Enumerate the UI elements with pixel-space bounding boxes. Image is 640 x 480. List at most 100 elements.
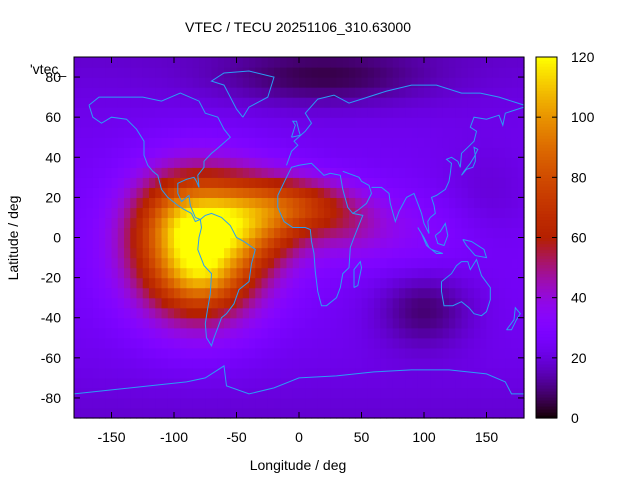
heatmap-cell xyxy=(111,237,119,249)
heatmap-cell xyxy=(386,57,394,68)
heatmap-cell xyxy=(267,387,275,399)
heatmap-cell xyxy=(436,297,444,309)
heatmap-cell xyxy=(342,407,350,419)
heatmap-cell xyxy=(317,347,325,359)
heatmap-cell xyxy=(480,87,488,98)
heatmap-cell xyxy=(442,77,450,88)
heatmap-cell xyxy=(517,397,525,409)
heatmap-cell xyxy=(236,387,244,399)
heatmap-cell xyxy=(174,237,181,249)
heatmap-cell xyxy=(261,197,269,209)
heatmap-cell xyxy=(130,387,138,399)
heatmap-cell xyxy=(380,287,388,299)
heatmap-cell xyxy=(80,377,88,389)
heatmap-cell xyxy=(292,197,300,209)
heatmap-cell xyxy=(274,317,281,329)
heatmap-cell xyxy=(461,147,469,158)
heatmap-cell xyxy=(142,287,150,299)
heatmap-cell xyxy=(86,337,94,349)
heatmap-cell xyxy=(111,337,119,349)
heatmap-cell xyxy=(311,277,319,289)
heatmap-cell xyxy=(99,107,106,118)
colorbar-segment xyxy=(536,216,557,221)
heatmap-cell xyxy=(461,347,469,359)
heatmap-cell xyxy=(236,287,244,299)
heatmap-cell xyxy=(386,217,394,229)
heatmap-cell xyxy=(442,347,450,359)
colorbar-segment xyxy=(536,81,557,85)
heatmap-cell xyxy=(124,257,131,269)
heatmap-cell xyxy=(274,247,281,259)
heatmap-cell xyxy=(142,127,150,138)
heatmap-cell xyxy=(386,127,394,138)
heatmap-cell xyxy=(299,237,306,249)
heatmap-cell xyxy=(299,137,306,148)
heatmap-cell xyxy=(349,327,356,339)
heatmap-cell xyxy=(249,177,256,188)
heatmap-cell xyxy=(211,227,219,239)
colorbar-segment xyxy=(536,75,557,79)
heatmap-cell xyxy=(136,307,144,319)
heatmap-cell xyxy=(424,137,431,148)
heatmap-cell xyxy=(505,217,513,229)
heatmap-cell xyxy=(255,237,263,249)
heatmap-cell xyxy=(367,267,375,279)
heatmap-cell xyxy=(236,117,244,128)
heatmap-cell xyxy=(286,127,294,138)
heatmap-cell xyxy=(99,67,106,78)
colorbar-segment xyxy=(536,135,557,139)
heatmap-cell xyxy=(105,377,113,389)
heatmap-cell xyxy=(299,97,306,108)
heatmap-cell xyxy=(155,177,163,188)
heatmap-cell xyxy=(336,267,344,279)
heatmap-cell xyxy=(392,137,400,148)
heatmap-cell xyxy=(442,107,450,118)
colorbar-segment xyxy=(536,210,557,215)
heatmap-cell xyxy=(255,357,263,369)
heatmap-cell xyxy=(455,337,463,349)
heatmap-cell xyxy=(249,217,256,229)
heatmap-cell xyxy=(80,277,88,289)
heatmap-cell xyxy=(299,397,306,409)
heatmap-cell xyxy=(430,157,438,168)
heatmap-cell xyxy=(136,107,144,118)
heatmap-cell xyxy=(149,267,156,279)
heatmap-cell xyxy=(249,337,256,349)
heatmap-cell xyxy=(286,237,294,249)
heatmap-cell xyxy=(192,207,200,219)
heatmap-cell xyxy=(199,367,206,379)
heatmap-cell xyxy=(374,307,381,319)
heatmap-cell xyxy=(355,187,363,198)
heatmap-cell xyxy=(217,397,225,409)
heatmap-cell xyxy=(92,67,100,78)
heatmap-cell xyxy=(286,347,294,359)
heatmap-cell xyxy=(142,377,150,389)
heatmap-cell xyxy=(292,267,300,279)
heatmap-cell xyxy=(236,177,244,188)
heatmap-cell xyxy=(292,147,300,158)
heatmap-cell xyxy=(392,97,400,108)
heatmap-cell xyxy=(305,127,313,138)
heatmap-cell xyxy=(92,287,100,299)
heatmap-cell xyxy=(136,267,144,279)
heatmap-cell xyxy=(205,77,213,88)
heatmap-cell xyxy=(80,317,88,329)
heatmap-cell xyxy=(236,77,244,88)
heatmap-cell xyxy=(217,247,225,259)
heatmap-cell xyxy=(430,367,438,379)
heatmap-cell xyxy=(255,167,263,178)
heatmap-cell xyxy=(349,357,356,369)
heatmap-cell xyxy=(505,127,513,138)
heatmap-cell xyxy=(492,217,500,229)
heatmap-cell xyxy=(405,167,413,178)
heatmap-cell xyxy=(86,157,94,168)
heatmap-cell xyxy=(199,317,206,329)
heatmap-cell xyxy=(86,247,94,259)
heatmap-cell xyxy=(292,297,300,309)
heatmap-cell xyxy=(211,177,219,188)
heatmap-cell xyxy=(249,197,256,209)
heatmap-cell xyxy=(167,157,175,168)
heatmap-cell xyxy=(461,327,469,339)
heatmap-cell xyxy=(280,257,288,269)
heatmap-cell xyxy=(111,287,119,299)
